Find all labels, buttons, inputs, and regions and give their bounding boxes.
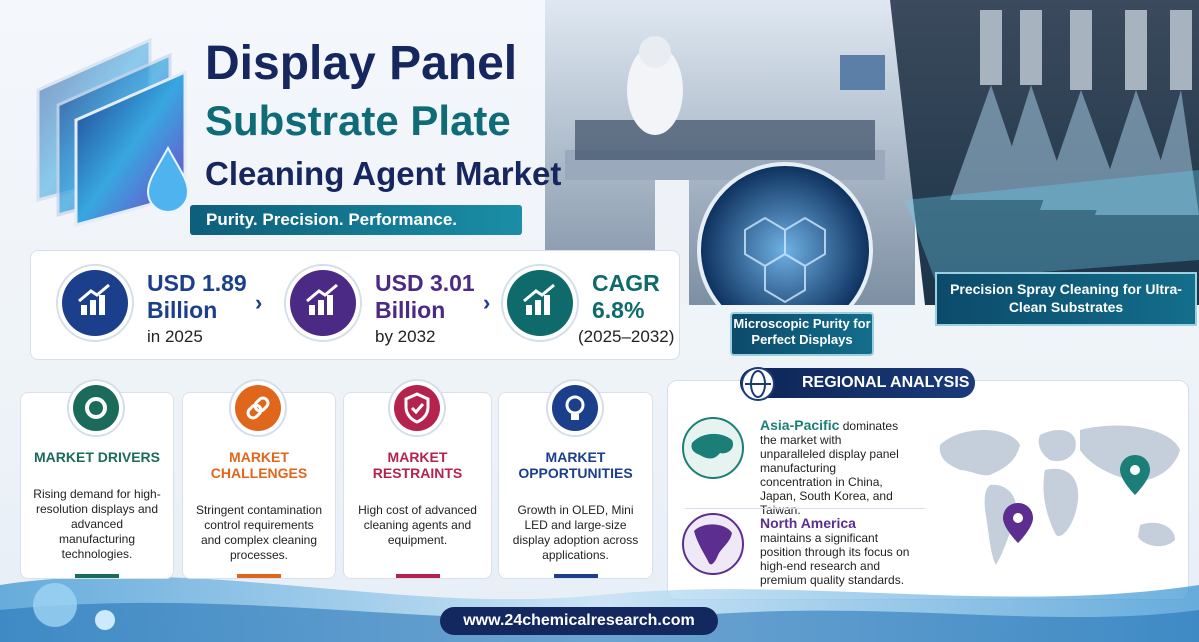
glass-panel [575,120,875,160]
card-body: High cost of advanced cleaning agents an… [358,503,477,547]
card-icon [387,379,446,437]
regional-panel [667,380,1189,600]
card-body: Stringent contamination control requirem… [195,503,323,562]
region-text: Asia-Pacific dominates the market with u… [760,418,910,517]
title-line: Substrate Plate [205,97,511,144]
world-map [939,425,1180,565]
caption-microscopic: Microscopic Purity for Perfect Displays [730,312,874,356]
nozzles [980,10,1192,90]
card-body: Growth in OLED, Mini LED and large-size … [512,503,639,562]
card-icon [545,379,604,437]
stat-line: Billion [375,297,446,323]
stat-line: 6.8% [592,297,645,323]
stat-icon [501,264,579,342]
region-divider [685,508,925,509]
spray-photo [890,0,1199,305]
stat-line: CAGR [592,270,660,296]
region-desc: dominates the market with unparalleled d… [760,419,899,517]
card-icon [67,379,125,437]
card-title: MARKET DRIVERS [33,449,160,465]
monitor [840,55,885,90]
stat-icon [284,264,362,342]
glass-substrate [905,170,1199,280]
region-name: Asia-Pacific [760,417,840,433]
globe-icon [741,367,775,401]
photo-collage [545,0,1199,305]
title-line: Display Panel [205,37,518,90]
tagline: Purity. Precision. Performance. [190,205,522,235]
stat-line: in 2025 [147,327,203,346]
stat-line: USD 1.89 [147,270,247,296]
card-body: Rising demand for high-resolution displa… [33,487,161,561]
card-title: MARKET CHALLENGES [210,449,308,481]
technician [627,45,683,135]
stat-line: by 2032 [375,327,436,346]
card-title: MARKET RESTRAINTS [372,449,463,481]
card-underline [553,574,598,578]
region-name: North America [760,515,856,531]
molecule-lattice [744,216,826,304]
card-underline [395,574,440,578]
region-icons [682,417,744,575]
sprays [950,85,1199,215]
stat-line: (2025–2032) [578,327,675,346]
region-desc: maintains a significant position through… [760,531,910,587]
card-underline [75,574,119,578]
title-line: Cleaning Agent Market [205,155,562,192]
panel-icon [36,37,190,227]
arrow: › [255,290,263,315]
caption-spray: Precision Spray Cleaning for Ultra-Clean… [935,272,1197,326]
region-text: North America maintains a significant po… [760,516,910,587]
card-underline [237,574,281,578]
stat-line: USD 3.01 [375,270,475,296]
card-icon [229,379,287,437]
technician-head [639,36,671,68]
arrow: › [483,290,491,315]
stat-icon [56,264,134,342]
footer-url[interactable]: www.24chemicalresearch.com [440,607,718,635]
card-title: MARKET OPPORTUNITIES [518,449,633,481]
stat-line: Billion [147,297,218,323]
regional-header: REGIONAL ANALYSIS [740,368,975,398]
